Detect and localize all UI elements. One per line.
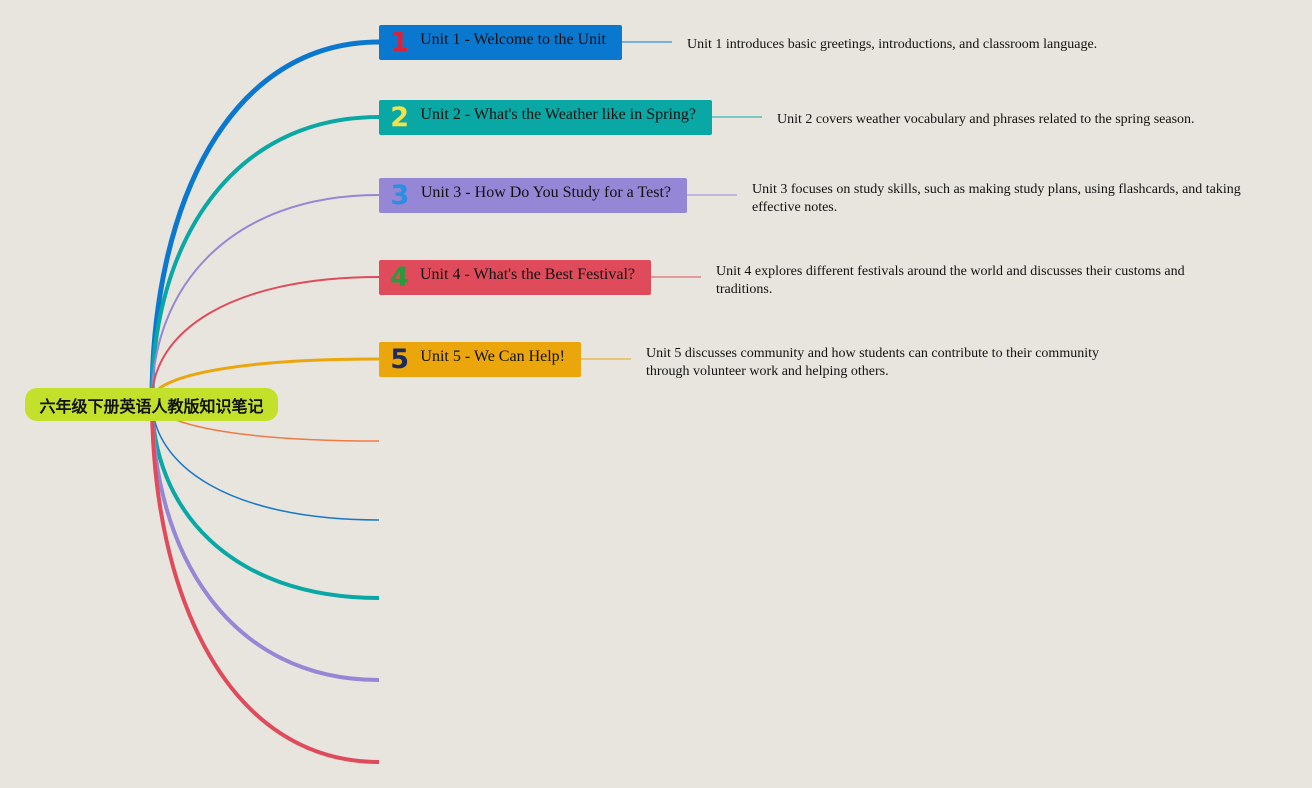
branch [150,399,380,764]
unit-description: Unit 1 introduces basic greetings, intro… [687,37,1098,52]
unit-node[interactable]: 1 Unit 1 - Welcome to the Unit [379,25,622,60]
unit-number: 5 [390,344,410,375]
unit-number: 2 [390,102,410,133]
unit-number: 4 [390,262,409,293]
unit-description: Unit 5 discusses community and how stude… [646,346,1099,379]
unit-title: Unit 4 - What's the Best Festival? [420,265,635,283]
unit-node[interactable]: 5 Unit 5 - We Can Help! [379,342,581,377]
branch [151,399,380,521]
unit-number: 3 [390,180,410,211]
unit-number: 1 [390,27,409,58]
unit-title: Unit 5 - We Can Help! [420,347,565,365]
unit-node[interactable]: 2 Unit 2 - What's the Weather like in Spr… [379,100,712,135]
branch [149,39,380,401]
branch [151,194,380,401]
branch [150,399,380,600]
branch [150,115,380,401]
unit-title: Unit 2 - What's the Weather like in Spri… [420,105,696,123]
unit-node[interactable]: 3 Unit 3 - How Do You Study for a Test? [379,178,687,213]
unit-title: Unit 3 - How Do You Study for a Test? [420,183,671,201]
root-topic[interactable]: 六年级下册英语人教版知识笔记 [25,388,278,421]
branch [151,276,380,401]
unit-title: Unit 1 - Welcome to the Unit [420,30,606,48]
unit-description: Unit 2 covers weather vocabulary and phr… [777,112,1195,127]
unit-description: Unit 4 explores different festivals arou… [716,264,1185,297]
unit-node[interactable]: 4 Unit 4 - What's the Best Festival? [379,260,651,295]
unit-description: Unit 3 focuses on study skills, such as … [752,182,1241,215]
branch [150,399,380,682]
